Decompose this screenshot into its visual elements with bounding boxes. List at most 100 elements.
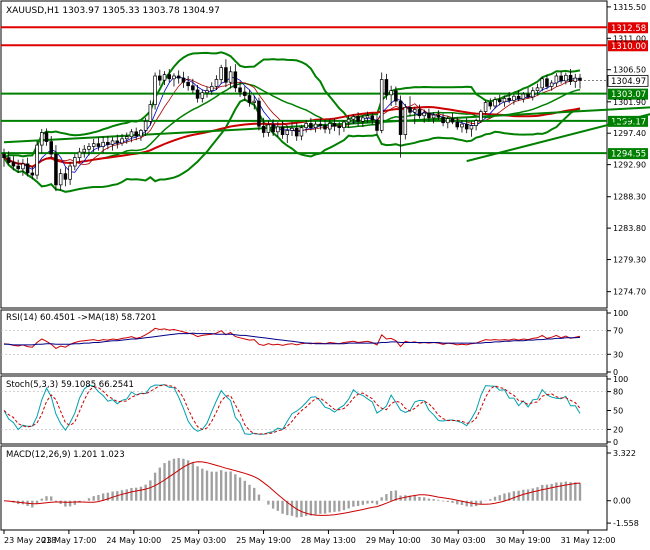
level-label: 1310.00 [611,42,646,52]
candle-body [181,77,186,83]
candle-body [280,126,285,135]
candle-body [11,162,16,167]
candle-body [101,141,105,147]
macd-axis: 3.322 0.00 -1.558 [607,449,639,528]
candle-body [559,75,563,82]
candle-body [115,140,120,144]
candle-body [21,163,25,170]
price-tick-label: 1274.70 [613,288,646,297]
candle-body [261,125,266,133]
candle-body [186,81,190,87]
candle-body [427,112,431,119]
candle-body [73,157,77,167]
candle-body [379,79,384,131]
level-label-bg [608,148,648,160]
price-tick-label: 1315.50 [613,3,646,12]
stoch-tick-label: 0 [613,438,618,447]
candle-body [408,107,412,113]
candle-body [266,124,271,133]
price-tick-label: 1292.90 [613,161,646,170]
candle-body [332,123,337,127]
candle-body [526,93,530,98]
candle-body [455,121,460,128]
level-label-bg [608,22,648,34]
candle-body [483,102,488,112]
stoch-signal-line [3,384,581,435]
candle-body [205,90,209,94]
candle-body [540,78,544,89]
candle-body [573,77,578,82]
time-tick-label: 28 May 13:00 [301,536,356,545]
candle-body [6,157,11,163]
candle-body [554,75,559,84]
candle-body [450,118,455,123]
rsi-tick-label: 100 [613,309,628,318]
rsi-tick-label: 0 [613,368,618,377]
candle-body [309,123,313,128]
price-tick-label: 1301.90 [613,98,646,107]
candle-body [63,173,68,180]
candle-body [228,71,233,83]
candle-body [124,136,129,140]
candle-body [2,153,6,158]
candle-body [143,120,148,131]
candle-body [219,67,223,80]
price-tick-label: 1311.00 [613,34,646,43]
candle-body [535,87,540,91]
candle-body [200,92,205,99]
candle-body [195,89,200,99]
bollinger-lower [3,98,581,193]
rsi-axis: 100 70 30 0 [607,309,628,377]
candle-body [91,143,96,147]
candle-body [191,85,195,91]
candle-body [87,146,91,150]
support-resistance-levels: 1312.58 1310.00 1303.07 1299.17 1294.55 1304.… [1,22,649,160]
candle-body [394,90,398,102]
symbol-info: XAUUSD,H1 1303.97 1305.33 1303.78 1304.9… [6,6,220,16]
candle-body [233,71,238,89]
time-tick-label: 29 May 10:00 [366,536,421,545]
macd-tick-label: -1.558 [613,519,639,528]
candle-body [549,82,554,87]
candle-body [294,127,299,137]
time-tick-label: 24 May 10:00 [106,536,161,545]
current-price-label-bg [607,74,649,87]
candle-body [531,90,535,98]
rsi-tick-label: 70 [613,327,623,336]
macd-tick-label: 3.322 [613,449,636,458]
candle-body [370,115,375,121]
candle-body [502,97,507,103]
trendline[interactable] [466,96,650,163]
trendline[interactable] [3,104,650,144]
price-axis: 1315.50 1311.00 1306.50 1301.90 1297.40 1292.… [607,3,646,297]
candle-body [158,75,162,81]
candle-body [318,123,323,126]
candle-body [110,140,115,145]
macd-signal-line [3,461,581,516]
candle-body [417,109,422,117]
candle-body [120,138,124,144]
candle-body [474,120,478,126]
candle-body [49,141,53,155]
candle-body [68,165,72,180]
price-candles [2,59,582,192]
level-label: 1299.17 [611,117,646,127]
time-tick-label: 30 May 19:00 [496,536,551,545]
candle-body [564,74,568,82]
candle-body [356,116,360,122]
candle-body [398,100,403,135]
rsi-ma-line [4,332,581,346]
candle-body [252,100,256,103]
candle-body [304,123,308,128]
rsi-line [3,327,581,349]
rsi-tick-label: 30 [613,350,623,359]
candle-body [129,131,134,138]
candle-body [82,148,87,153]
level-label: 1312.58 [611,24,646,34]
candle-body [134,131,138,137]
candle-body [545,78,549,87]
stoch-axis: 100 80 50 20 0 [607,375,628,447]
candle-body [464,123,469,130]
